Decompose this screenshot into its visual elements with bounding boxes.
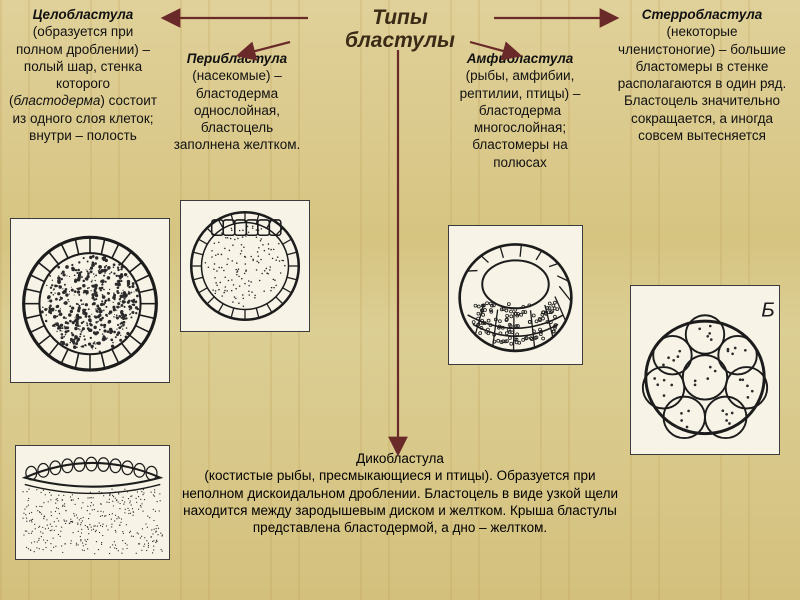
amphiblastula-diagram (448, 225, 583, 365)
sterroblastula-diagram: Б (630, 285, 780, 455)
periblastula-diagram (180, 200, 310, 332)
discoblastula-diagram (15, 445, 170, 560)
coeloblastula-diagram (10, 218, 170, 383)
sterro-label: Б (761, 299, 775, 322)
